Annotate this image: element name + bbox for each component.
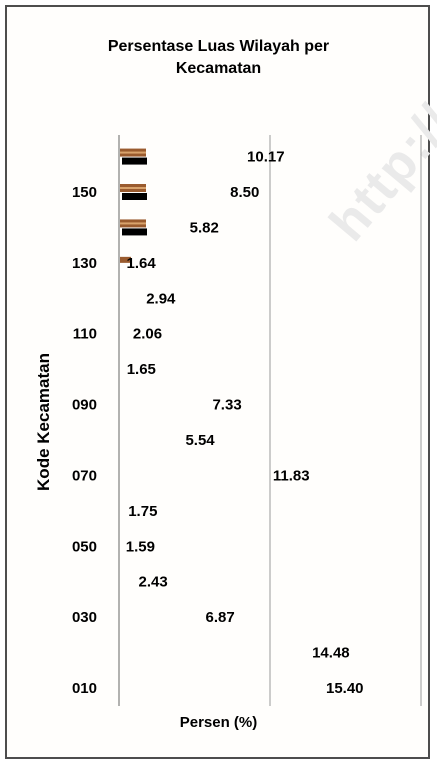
data-label: 5.82 <box>190 219 219 236</box>
y-tick-label: 090 <box>72 397 97 414</box>
y-axis-label: Kode Kecamatan <box>34 353 53 491</box>
chart-frame <box>5 5 430 759</box>
y-tick-label: 010 <box>72 680 97 697</box>
bar-highlight-150 <box>120 187 146 189</box>
chart-title-line-2: Kecamatan <box>175 60 262 77</box>
y-tick-label: 130 <box>72 255 97 272</box>
data-label: 1.64 <box>127 255 157 272</box>
data-label: 11.83 <box>273 467 310 484</box>
bar-shadow-150 <box>122 193 147 200</box>
data-label: 1.75 <box>128 503 157 520</box>
data-label: 2.06 <box>133 326 162 343</box>
y-tick-label: 110 <box>73 326 97 343</box>
bar-highlight-160 <box>120 151 146 154</box>
data-label: 1.59 <box>126 538 155 555</box>
data-label: 5.54 <box>185 432 215 449</box>
bar-shadow-140 <box>122 228 147 236</box>
y-tick-label: 150 <box>72 184 97 201</box>
x-axis-label: Persen (%) <box>179 714 258 731</box>
bar-shadow-160 <box>122 157 147 165</box>
data-label: 6.87 <box>206 609 235 626</box>
bar-highlight-140 <box>120 222 146 225</box>
data-label: 8.50 <box>230 184 259 201</box>
y-tick-label: 050 <box>72 538 97 555</box>
y-tick-label: 070 <box>72 467 97 484</box>
y-tick-label: 030 <box>72 609 97 626</box>
data-label: 2.43 <box>138 574 167 591</box>
data-label: 14.48 <box>312 645 350 662</box>
chart-title-line-1: Persentase Luas Wilayah per <box>107 38 330 55</box>
data-label: 2.94 <box>146 290 176 307</box>
data-label: 7.33 <box>212 397 241 414</box>
data-label: 15.40 <box>326 680 364 697</box>
data-label: 1.65 <box>127 361 156 378</box>
bar-130 <box>120 256 131 263</box>
data-label: 10.17 <box>247 149 285 166</box>
